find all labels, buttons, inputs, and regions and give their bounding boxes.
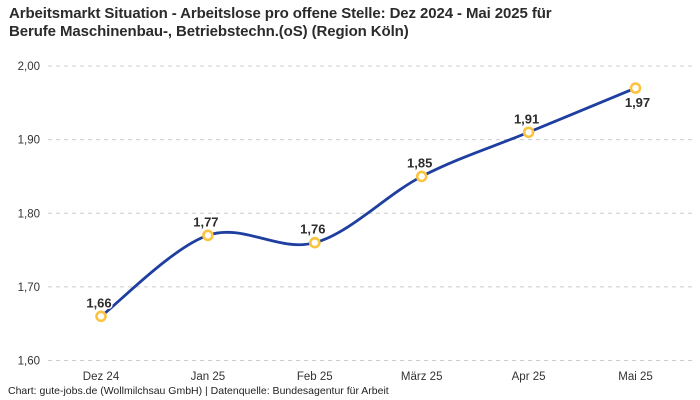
x-axis-tick-label: Feb 25 bbox=[297, 371, 333, 383]
y-axis-tick-label: 1,80 bbox=[18, 208, 40, 220]
y-axis-tick-label: 1,70 bbox=[18, 282, 40, 294]
chart-title-line1: Arbeitsmarkt Situation - Arbeitslose pro… bbox=[9, 5, 552, 22]
data-point-label: 1,76 bbox=[300, 222, 325, 237]
chart-title-line2: Berufe Maschinenbau-, Betriebstechn.(oS)… bbox=[9, 23, 409, 40]
x-axis-tick-label: Apr 25 bbox=[512, 371, 546, 383]
y-axis-tick-label: 2,00 bbox=[18, 61, 40, 73]
y-axis-tick-label: 1,90 bbox=[18, 135, 40, 147]
data-point-marker bbox=[308, 236, 321, 249]
y-axis-tick-label: 1,60 bbox=[18, 356, 40, 368]
x-axis-tick-label: Dez 24 bbox=[83, 371, 120, 383]
data-point-label: 1,85 bbox=[407, 155, 432, 170]
data-point-label: 1,77 bbox=[193, 214, 218, 229]
data-point-label: 1,66 bbox=[86, 295, 111, 310]
data-point-marker bbox=[95, 310, 107, 323]
data-point-label: 1,97 bbox=[625, 95, 650, 110]
x-axis-tick-label: Mai 25 bbox=[618, 371, 653, 383]
series-line bbox=[99, 86, 637, 318]
x-axis-tick-label: März 25 bbox=[401, 371, 443, 383]
data-point-marker bbox=[522, 126, 535, 139]
data-point-label: 1,91 bbox=[514, 111, 539, 126]
data-point-marker bbox=[415, 170, 428, 183]
chart-credit: Chart: gute-jobs.de (Wollmilchsau GmbH) … bbox=[8, 385, 389, 397]
data-point-marker bbox=[202, 229, 214, 242]
data-point-marker bbox=[629, 82, 642, 94]
x-axis-tick-label: Jan 25 bbox=[191, 371, 226, 383]
chart-title: Arbeitsmarkt Situation - Arbeitslose pro… bbox=[9, 5, 552, 41]
